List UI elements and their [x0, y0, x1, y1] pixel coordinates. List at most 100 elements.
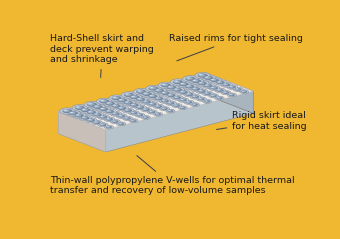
Ellipse shape — [217, 89, 222, 91]
Ellipse shape — [224, 84, 226, 85]
Polygon shape — [63, 112, 67, 114]
Polygon shape — [124, 108, 128, 111]
Polygon shape — [167, 88, 172, 89]
Ellipse shape — [87, 103, 97, 107]
Ellipse shape — [152, 88, 167, 94]
Ellipse shape — [131, 112, 134, 113]
Ellipse shape — [173, 80, 183, 84]
Polygon shape — [184, 85, 188, 86]
Ellipse shape — [110, 120, 120, 124]
Polygon shape — [129, 96, 134, 98]
Ellipse shape — [171, 95, 183, 100]
Ellipse shape — [112, 112, 118, 114]
Polygon shape — [198, 76, 203, 78]
Ellipse shape — [97, 106, 110, 112]
Polygon shape — [149, 96, 153, 97]
Polygon shape — [87, 112, 91, 113]
Ellipse shape — [131, 112, 136, 114]
Polygon shape — [186, 91, 189, 95]
Ellipse shape — [106, 110, 112, 112]
Polygon shape — [109, 110, 114, 112]
Ellipse shape — [162, 108, 164, 109]
Ellipse shape — [217, 97, 221, 99]
Ellipse shape — [81, 116, 87, 119]
Ellipse shape — [91, 120, 103, 125]
Ellipse shape — [107, 102, 110, 103]
Ellipse shape — [181, 107, 183, 108]
Ellipse shape — [142, 108, 150, 111]
Ellipse shape — [173, 80, 181, 83]
Polygon shape — [210, 85, 214, 89]
Ellipse shape — [186, 93, 193, 96]
Ellipse shape — [167, 94, 175, 97]
Polygon shape — [112, 106, 116, 107]
Polygon shape — [88, 117, 91, 121]
Ellipse shape — [223, 83, 228, 86]
Ellipse shape — [142, 92, 152, 96]
Ellipse shape — [236, 88, 238, 89]
Ellipse shape — [204, 84, 212, 87]
Ellipse shape — [189, 78, 204, 84]
Ellipse shape — [119, 123, 121, 124]
Polygon shape — [186, 86, 190, 87]
Ellipse shape — [199, 90, 202, 91]
Ellipse shape — [87, 103, 94, 106]
Ellipse shape — [167, 102, 174, 105]
Ellipse shape — [131, 96, 135, 97]
Ellipse shape — [199, 82, 202, 83]
Ellipse shape — [155, 97, 163, 100]
Ellipse shape — [211, 79, 215, 80]
Ellipse shape — [140, 91, 154, 97]
Polygon shape — [137, 92, 141, 95]
Polygon shape — [118, 106, 122, 109]
Ellipse shape — [81, 108, 88, 111]
Ellipse shape — [110, 111, 122, 116]
Ellipse shape — [137, 98, 143, 100]
Ellipse shape — [192, 103, 197, 105]
Ellipse shape — [148, 86, 159, 91]
Polygon shape — [122, 101, 127, 102]
Ellipse shape — [230, 86, 232, 87]
Ellipse shape — [64, 110, 67, 111]
Polygon shape — [180, 90, 184, 93]
Ellipse shape — [221, 91, 231, 95]
Ellipse shape — [165, 101, 176, 105]
Ellipse shape — [178, 98, 189, 102]
Ellipse shape — [217, 81, 222, 83]
Polygon shape — [223, 82, 226, 85]
Polygon shape — [189, 91, 193, 95]
Polygon shape — [141, 92, 146, 95]
Ellipse shape — [125, 93, 129, 95]
Ellipse shape — [100, 108, 106, 110]
Ellipse shape — [137, 106, 140, 107]
Ellipse shape — [121, 92, 137, 98]
Ellipse shape — [66, 110, 81, 116]
Ellipse shape — [155, 105, 162, 108]
Ellipse shape — [189, 86, 202, 92]
Polygon shape — [87, 105, 92, 107]
Ellipse shape — [112, 120, 119, 123]
Polygon shape — [192, 87, 196, 89]
Ellipse shape — [94, 121, 101, 124]
Ellipse shape — [180, 107, 184, 109]
Ellipse shape — [187, 77, 190, 79]
Ellipse shape — [118, 123, 123, 125]
Ellipse shape — [227, 93, 236, 97]
Ellipse shape — [167, 110, 173, 112]
Ellipse shape — [228, 86, 236, 89]
Ellipse shape — [210, 87, 216, 89]
Ellipse shape — [196, 89, 208, 94]
Ellipse shape — [112, 96, 119, 99]
Ellipse shape — [124, 93, 131, 96]
Ellipse shape — [141, 107, 152, 112]
Ellipse shape — [161, 91, 170, 95]
Ellipse shape — [205, 85, 208, 86]
Ellipse shape — [125, 109, 128, 110]
Ellipse shape — [118, 115, 123, 117]
Ellipse shape — [119, 99, 122, 100]
Ellipse shape — [216, 89, 224, 92]
Ellipse shape — [72, 113, 86, 119]
Polygon shape — [112, 99, 117, 101]
Polygon shape — [146, 100, 151, 102]
Ellipse shape — [155, 105, 160, 107]
